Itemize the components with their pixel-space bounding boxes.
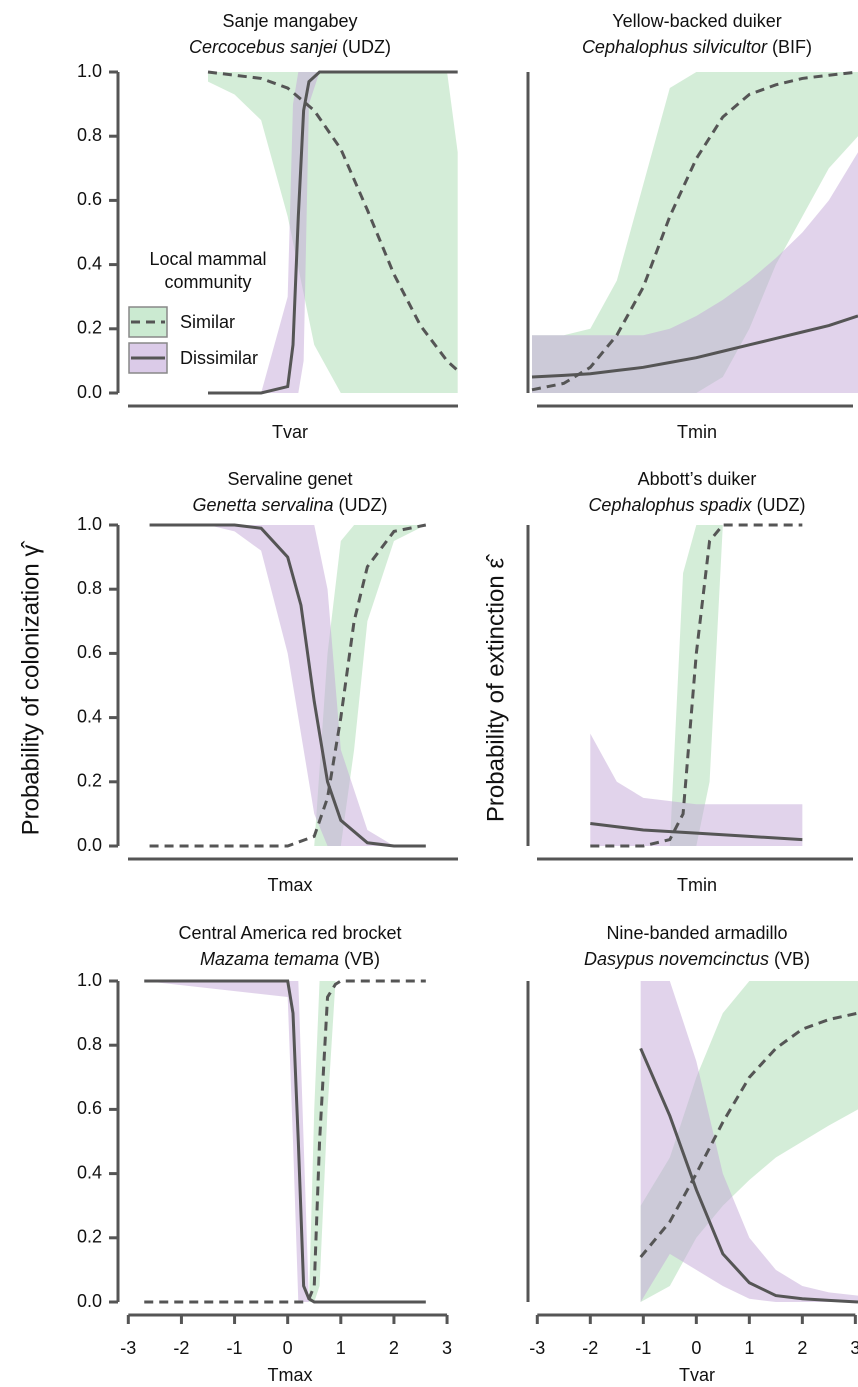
x-tick-label: -3: [120, 1338, 136, 1358]
legend-title: Local mammal community: [149, 249, 267, 292]
confidence-band: [149, 525, 426, 846]
legend-label: Dissimilar: [180, 348, 258, 368]
x-tick-label: -2: [582, 1338, 598, 1358]
x-tick-label: 3: [442, 1338, 452, 1358]
confidence-band: [640, 981, 858, 1302]
y-tick-label: 0.6: [77, 1098, 102, 1118]
legend-label: Similar: [180, 312, 235, 332]
site-code: (UDZ): [342, 37, 391, 57]
x-axis-label: Tvar: [272, 422, 308, 442]
y-tick-label: 0.8: [77, 1034, 102, 1054]
x-tick-label: -3: [529, 1338, 545, 1358]
probability-line: [149, 523, 426, 848]
x-axis-label: Tmax: [268, 1365, 313, 1385]
site-code: (BIF): [772, 37, 812, 57]
confidence-band: [532, 152, 858, 393]
probability-line: [590, 822, 803, 842]
panel-title: Yellow-backed duiker: [612, 11, 781, 31]
confidence-band: [590, 733, 803, 846]
y-tick-label: 0.6: [77, 642, 102, 662]
y-tick-label: 0.0: [77, 835, 102, 855]
y-tick-label: 0.0: [77, 1291, 102, 1311]
site-code: (UDZ): [339, 495, 388, 515]
panel-title: Sanje mangabey: [222, 11, 357, 31]
x-tick-label: 1: [744, 1338, 754, 1358]
confidence-band: [590, 525, 803, 846]
site-code: (VB): [774, 949, 810, 969]
x-tick-label: 2: [389, 1338, 399, 1358]
y-tick-label: 0.4: [77, 1162, 102, 1182]
y-tick-label: 0.6: [77, 189, 102, 209]
probability-line: [208, 70, 458, 395]
panel-title: Nine-banded armadillo: [606, 923, 787, 943]
probability-line: [531, 314, 858, 379]
x-tick-label: -1: [635, 1338, 651, 1358]
x-axis-label: Tmin: [677, 875, 717, 895]
y-tick-label: 0.0: [77, 382, 102, 402]
common-name: Sanje mangabey: [222, 11, 357, 31]
species-name: Cephalophus spadix: [588, 495, 752, 515]
y-tick-label: 0.8: [77, 125, 102, 145]
y-axis-label: Probability of extinction ε̂: [482, 554, 509, 822]
x-tick-label: 3: [850, 1338, 858, 1358]
x-tick-label: 2: [797, 1338, 807, 1358]
probability-line: [590, 523, 803, 848]
x-tick-label: -1: [227, 1338, 243, 1358]
x-axis-label: Tvar: [679, 1365, 715, 1385]
species-name: Cercocebus sanjei: [189, 37, 338, 57]
probability-line: [531, 70, 858, 392]
y-tick-label: 0.8: [77, 578, 102, 598]
confidence-band: [144, 981, 426, 1302]
species-name: Mazama temama: [200, 949, 339, 969]
common-name: Yellow-backed duiker: [612, 11, 781, 31]
common-name: Central America red brocket: [178, 923, 401, 943]
y-tick-label: 0.2: [77, 771, 102, 791]
confidence-band: [208, 72, 458, 393]
y-tick-label: 0.2: [77, 318, 102, 338]
x-axis-label: Tmin: [677, 422, 717, 442]
panel-subtitle: Cephalophus silvicultor (BIF): [582, 37, 812, 57]
common-name: Nine-banded armadillo: [606, 923, 787, 943]
panel-subtitle: Cephalophus spadix (UDZ): [588, 495, 805, 515]
species-name: Dasypus novemcinctus: [584, 949, 769, 969]
confidence-band: [532, 72, 858, 393]
y-tick-label: 0.4: [77, 706, 102, 726]
y-tick-label: 1.0: [77, 514, 102, 534]
probability-line: [144, 979, 426, 1304]
probability-line: [639, 1047, 858, 1304]
x-tick-label: 1: [336, 1338, 346, 1358]
panel-title: Central America red brocket: [178, 923, 401, 943]
species-name: Genetta servalina: [192, 495, 333, 515]
panel-subtitle: Dasypus novemcinctus (VB): [584, 949, 810, 969]
y-tick-label: 1.0: [77, 61, 102, 81]
panel-title: Servaline genet: [227, 469, 352, 489]
y-axis-label: Probability of colonization γ̂: [17, 541, 44, 836]
probability-line: [144, 979, 426, 1304]
panel-subtitle: Cercocebus sanjei (UDZ): [189, 37, 391, 57]
x-tick-label: 0: [691, 1338, 701, 1358]
y-tick-label: 0.2: [77, 1227, 102, 1247]
x-axis-label: Tmax: [268, 875, 313, 895]
y-tick-label: 0.4: [77, 253, 102, 273]
common-name: Abbott’s duiker: [638, 469, 757, 489]
site-code: (UDZ): [757, 495, 806, 515]
probability-line: [639, 1011, 858, 1259]
x-tick-label: -2: [173, 1338, 189, 1358]
panel-subtitle: Genetta servalina (UDZ): [192, 495, 387, 515]
y-tick-label: 1.0: [77, 970, 102, 990]
common-name: Servaline genet: [227, 469, 352, 489]
x-tick-label: 0: [283, 1338, 293, 1358]
confidence-band: [149, 525, 426, 846]
probability-line: [149, 523, 427, 848]
panel-subtitle: Mazama temama (VB): [200, 949, 380, 969]
legend-swatch: [128, 306, 168, 338]
site-code: (VB): [344, 949, 380, 969]
panel-title: Abbott’s duiker: [638, 469, 757, 489]
confidence-band: [144, 981, 426, 1302]
species-name: Cephalophus silvicultor: [582, 37, 768, 57]
